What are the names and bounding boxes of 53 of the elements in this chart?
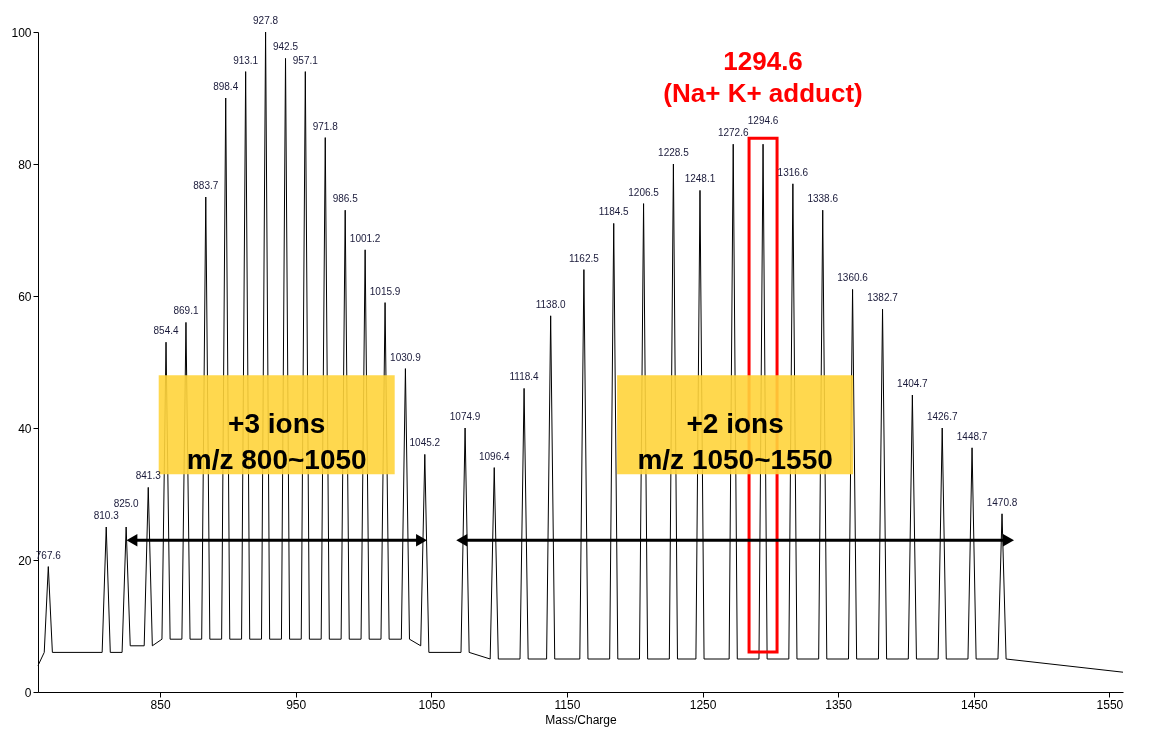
annotation: 1470.8 <box>986 496 1018 508</box>
annotation: 1118.4 <box>509 371 540 383</box>
y-tick-label: 60 <box>18 289 32 304</box>
annotation: 1001.2 <box>349 232 381 244</box>
x-tick-label: 1450 <box>960 697 988 712</box>
annotation: 1404.7 <box>897 378 929 389</box>
annotation: 927.8 <box>253 15 279 26</box>
y-tick-label: 80 <box>18 157 32 172</box>
annotation: 1074.9 <box>449 411 481 422</box>
annotation: +3 ions m/z 800~1050 <box>186 407 367 475</box>
annotation: 1448.7 <box>956 430 988 442</box>
x-tick-label: 1550 <box>1096 697 1124 712</box>
annotation: 1248.1 <box>684 173 716 185</box>
annotation: 1096.4 <box>478 450 510 462</box>
annotation: 1294.6 <box>747 115 779 127</box>
x-axis-title: Mass/Charge <box>545 712 617 727</box>
annotation: 841.3 <box>135 470 162 482</box>
y-tick-label: 0 <box>24 685 32 700</box>
x-tick-label: 1150 <box>554 697 581 712</box>
annotation: 1015.9 <box>369 285 401 297</box>
annotation: 1138.0 <box>535 298 567 310</box>
annotation: +2 ions m/z 1050~1550 <box>637 407 833 475</box>
annotation: 1272.6 <box>717 127 749 139</box>
annotation: 913.1 <box>233 54 259 66</box>
annotation: 854.4 <box>153 325 179 337</box>
annotation: 869.1 <box>173 305 199 317</box>
x-tick-label: 1050 <box>418 697 446 712</box>
annotation: 883.7 <box>193 180 219 191</box>
annotation: 1338.6 <box>807 193 839 205</box>
y-tick-label: 40 <box>18 421 32 436</box>
annotation: 898.4 <box>213 81 239 92</box>
x-tick-label: 1350 <box>825 697 853 712</box>
annotation: 971.8 <box>312 120 339 132</box>
y-tick-label: 20 <box>18 553 32 568</box>
annotation: 1426.7 <box>926 411 958 422</box>
annotation: 810.3 <box>93 510 120 521</box>
annotation: 1294.6 (Na+ K+ adduct) <box>663 46 863 108</box>
annotation: 1382.7 <box>867 292 899 304</box>
x-tick-label: 950 <box>286 697 307 712</box>
annotation: 986.5 <box>332 193 359 205</box>
x-tick-label: 1250 <box>689 697 717 712</box>
annotation: 1030.9 <box>390 351 422 363</box>
annotation: 1184.5 <box>598 206 630 218</box>
annotation: 957.1 <box>292 54 319 66</box>
annotation: 1206.5 <box>628 186 660 198</box>
annotation: 1045.2 <box>409 437 441 449</box>
annotation: 1162.5 <box>568 252 600 264</box>
annotation: 1228.5 <box>658 147 690 158</box>
y-tick-label: 100 <box>11 25 32 40</box>
annotation: 1360.6 <box>837 272 869 284</box>
annotation: 825.0 <box>113 498 140 509</box>
x-tick-label: 850 <box>150 697 171 712</box>
annotation: 942.5 <box>273 41 299 53</box>
